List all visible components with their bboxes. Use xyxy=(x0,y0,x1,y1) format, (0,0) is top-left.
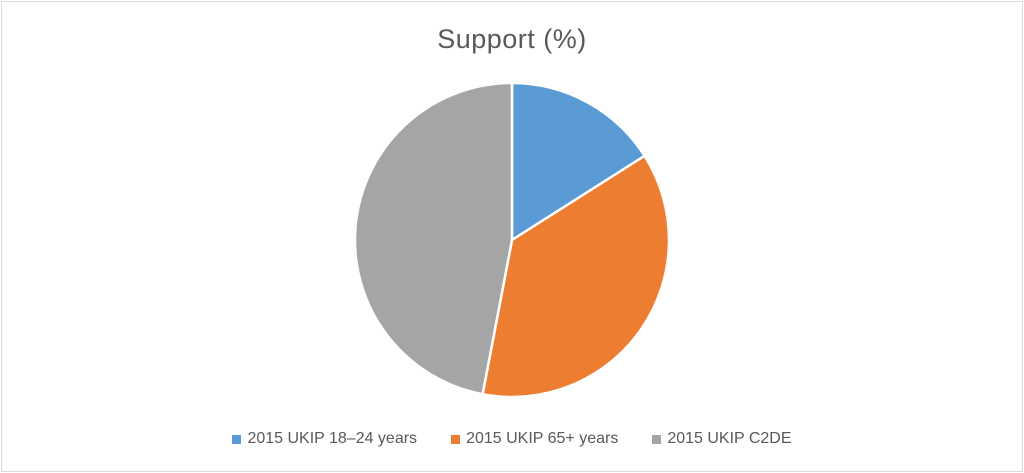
legend-entry-3: 2015 UKIP C2DE xyxy=(652,430,792,448)
legend-swatch-2 xyxy=(451,434,461,444)
pie-slice-3 xyxy=(353,81,514,396)
legend-swatch-3 xyxy=(652,434,662,444)
legend-label-3: 2015 UKIP C2DE xyxy=(667,430,792,447)
pie-slice-1 xyxy=(510,81,646,242)
legend: 2015 UKIP 18–24 years 2015 UKIP 65+ years… xyxy=(2,430,1022,448)
pie-chart xyxy=(353,81,671,399)
legend-label-2: 2015 UKIP 65+ years xyxy=(466,430,619,447)
legend-swatch-1 xyxy=(232,434,242,444)
pie-slice-2 xyxy=(481,154,671,399)
legend-entry-2: 2015 UKIP 65+ years xyxy=(451,430,618,448)
legend-entry-1: 2015 UKIP 18–24 years xyxy=(232,430,417,448)
legend-label-1: 2015 UKIP 18–24 years xyxy=(247,430,418,447)
chart-title: Support (%) xyxy=(437,24,587,54)
